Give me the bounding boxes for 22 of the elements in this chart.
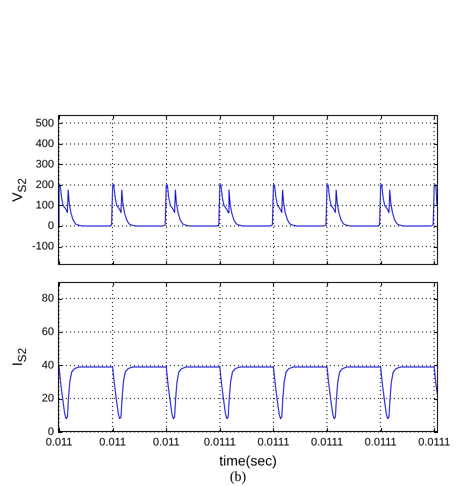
y-tick-label: 60: [42, 326, 54, 338]
x-tick-label: 0.0111: [418, 436, 450, 449]
y-tick-label: 100: [36, 199, 54, 212]
x-tick-label: 0.0111: [364, 436, 397, 449]
y-tick-label: 40: [42, 359, 54, 372]
y-tick-label: 400: [36, 138, 54, 150]
y-tick-label: 500: [36, 117, 54, 130]
y-tick-label: -100: [32, 240, 54, 253]
x-tick-label: 0.0111: [311, 436, 344, 449]
text: (b): [228, 470, 248, 486]
x-tick-label: 0.011: [99, 436, 126, 449]
y-tick-label: 0: [48, 220, 54, 232]
y-tick-label: 80: [42, 292, 54, 305]
y-tick-label: 20: [42, 392, 54, 405]
x-tick-label: 0.011: [152, 436, 180, 449]
x-tick-label: 0.0111: [257, 436, 290, 449]
x-axis-title: time(sec): [219, 452, 277, 468]
y-tick-label: 0: [48, 426, 54, 438]
x-tick-label: 0.011: [46, 436, 72, 449]
y-tick-label: 200: [36, 178, 54, 191]
x-tick-label: 0.0111: [204, 436, 236, 449]
y-tick-label: 300: [36, 158, 54, 170]
